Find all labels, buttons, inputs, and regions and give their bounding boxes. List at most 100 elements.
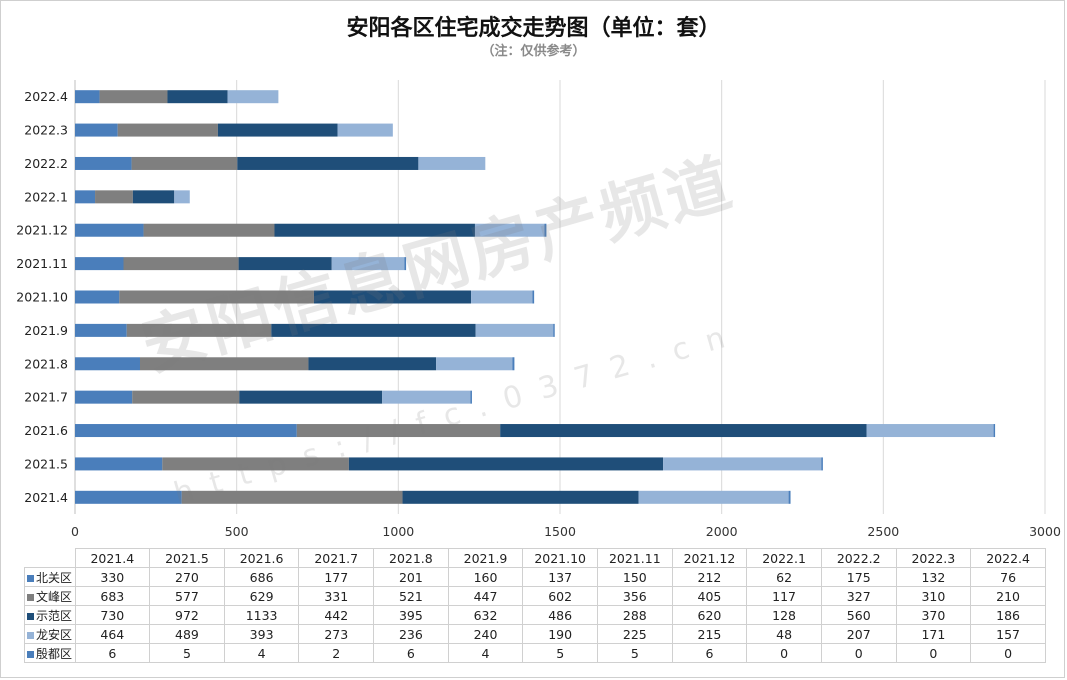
bar-segment <box>402 490 639 504</box>
table-cell: 236 <box>373 624 449 644</box>
table-cell: 6 <box>373 643 449 663</box>
y-tick-label: 2021.6 <box>24 423 68 438</box>
bar-segment <box>75 390 133 404</box>
bar-segment <box>544 223 547 237</box>
data-table: 2021.4 2021.5 2021.6 2021.7 2021.8 2021.9 2021… <box>24 548 1046 663</box>
table-column-header: 2022.3 <box>895 548 972 568</box>
table-cell: 225 <box>596 624 673 644</box>
table-cell: 327 <box>820 586 897 606</box>
table-cell: 370 <box>895 605 972 625</box>
table-cell: 160 <box>447 567 524 587</box>
table-column-header: 2021.6 <box>223 548 300 568</box>
legend-swatch <box>27 612 34 620</box>
bar-segment <box>117 123 218 137</box>
table-column-header: 2022.4 <box>970 548 1046 568</box>
table-cell: 577 <box>149 586 225 606</box>
bar-segment <box>132 190 175 204</box>
x-tick-label: 0 <box>71 524 79 539</box>
table-cell: 288 <box>596 605 673 625</box>
legend-label: 文峰区 <box>36 589 73 604</box>
bar-segment <box>313 290 472 304</box>
table-row: 北关区 330 270 686 177 201 160 137 150 212 62 175 132 76 <box>24 567 1046 587</box>
x-tick-label: 2500 <box>867 524 899 539</box>
table-corner <box>24 548 76 568</box>
table-row-label: 殷都区 <box>24 643 76 663</box>
x-tick-label: 1000 <box>382 524 414 539</box>
table-cell: 5 <box>596 643 673 663</box>
bar-segment <box>217 123 338 137</box>
y-tick-label: 2021.5 <box>24 456 68 471</box>
y-tick-label: 2021.8 <box>24 356 68 371</box>
table-row: 龙安区 464 489 393 273 236 240 190 225 215 48 207 171 15… <box>24 624 1046 644</box>
bar-segment <box>75 156 132 170</box>
table-column-header: 2022.2 <box>820 548 897 568</box>
legend-swatch <box>27 574 34 582</box>
bar-segment <box>471 290 533 304</box>
table-cell: 1133 <box>223 605 300 625</box>
bar-chart: 0 500 1000 1500 2000 2500 3000 2021.4 2021.5 2021… <box>16 80 1061 539</box>
table-cell: 5 <box>149 643 225 663</box>
table-cell: 310 <box>895 586 972 606</box>
table-row-label: 北关区 <box>24 567 76 587</box>
table-cell: 150 <box>596 567 673 587</box>
bar-segment <box>337 123 393 137</box>
legend-swatch <box>27 593 34 601</box>
table-column-header: 2021.5 <box>149 548 225 568</box>
table-cell: 171 <box>895 624 972 644</box>
chart-subtitle: （注：仅供参考） <box>481 44 586 59</box>
table-cell: 270 <box>149 567 225 587</box>
bar-segment <box>75 424 297 438</box>
table-row-label: 龙安区 <box>24 624 76 644</box>
bar-segment <box>436 357 513 371</box>
table-cell: 273 <box>298 624 375 644</box>
table-cell: 0 <box>970 643 1046 663</box>
table-cell: 6 <box>74 643 151 663</box>
bar-segment <box>132 390 240 404</box>
table-cell: 686 <box>223 567 300 587</box>
bar-segment <box>75 190 96 204</box>
table-cell: 0 <box>895 643 972 663</box>
table-row: 文峰区 683 577 629 331 521 447 602 356 405 117 327 310 2… <box>24 586 1046 606</box>
table-column-header: 2021.10 <box>522 548 598 568</box>
table-cell: 137 <box>522 567 598 587</box>
table-cell: 48 <box>746 624 822 644</box>
bar-segment <box>866 424 994 438</box>
chart-title: 安阳各区住宅成交走势图（单位：套） <box>346 16 721 41</box>
table-cell: 212 <box>671 567 748 587</box>
table-cell: 683 <box>74 586 151 606</box>
bar-segment <box>470 390 472 404</box>
bar-segment <box>123 257 239 271</box>
bar-segment <box>821 457 823 471</box>
bar-segment <box>181 490 403 504</box>
table-cell: 175 <box>820 567 897 587</box>
table-column-header: 2021.4 <box>74 548 151 568</box>
y-tick-label: 2021.11 <box>16 256 68 271</box>
y-tick-label: 2021.10 <box>16 290 68 305</box>
table-cell: 0 <box>746 643 822 663</box>
bar-segment <box>331 257 405 271</box>
legend-label: 北关区 <box>36 570 73 585</box>
bar-segment <box>75 257 124 271</box>
y-tick-label: 2021.4 <box>24 490 68 505</box>
legend-label: 殷都区 <box>36 646 73 661</box>
table-cell: 201 <box>373 567 449 587</box>
table-cell: 207 <box>820 624 897 644</box>
table-cell: 602 <box>522 586 598 606</box>
bar-segment <box>174 190 190 204</box>
table-cell: 240 <box>447 624 524 644</box>
bar-segment <box>404 257 407 271</box>
legend-label: 龙安区 <box>36 627 73 642</box>
y-tick-label: 2021.12 <box>16 223 68 238</box>
table-cell: 117 <box>746 586 822 606</box>
table-cell: 356 <box>596 586 673 606</box>
table-cell: 629 <box>223 586 300 606</box>
bar-segment <box>75 90 100 104</box>
legend-swatch <box>27 631 34 639</box>
bar-segment <box>119 290 314 304</box>
table-cell: 5 <box>522 643 598 663</box>
x-tick-label: 3000 <box>1029 524 1061 539</box>
bar-segment <box>553 323 555 337</box>
table-cell: 132 <box>895 567 972 587</box>
bar-segment <box>227 90 279 104</box>
